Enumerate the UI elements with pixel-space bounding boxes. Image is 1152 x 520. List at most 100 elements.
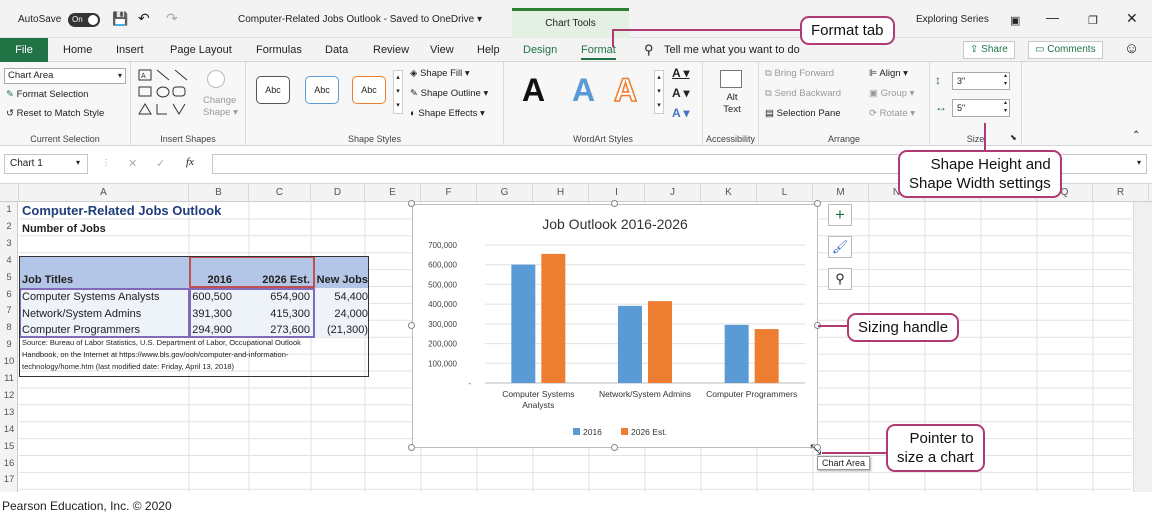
bar-2016-0[interactable] xyxy=(511,264,536,383)
table-cell[interactable]: 600,500 xyxy=(192,291,232,303)
comments-button[interactable]: ▭ Comments xyxy=(1028,41,1103,59)
change-shape-button[interactable]: Change Shape ▾ xyxy=(203,95,238,118)
table-cell[interactable]: 294,900 xyxy=(192,324,232,336)
selection-pane-button[interactable]: ▤ Selection Pane xyxy=(765,108,841,119)
save-icon[interactable]: 💾 xyxy=(112,11,129,26)
spinner-icon[interactable]: ▴ ▾ xyxy=(1003,73,1007,87)
table-cell[interactable]: 24,000 xyxy=(334,307,368,320)
shape-fill-button[interactable]: ◈ Shape Fill ▾ xyxy=(410,68,470,79)
bar-2026-est--2[interactable] xyxy=(754,329,779,383)
legend-entry[interactable]: 2026 Est. xyxy=(631,427,667,437)
smiley-icon[interactable]: ☺ xyxy=(1124,40,1140,57)
row-header[interactable]: 10 xyxy=(3,356,15,368)
column-header[interactable]: K xyxy=(701,184,757,202)
row-header[interactable]: 17 xyxy=(3,474,15,486)
tab-page-layout[interactable]: Page Layout xyxy=(170,44,232,56)
row-header[interactable]: 11 xyxy=(4,373,14,384)
source-note[interactable]: Source: Bureau of Labor Statistics, U.S.… xyxy=(22,338,301,347)
row-header[interactable]: 8 xyxy=(6,322,12,334)
row-header[interactable]: 1 xyxy=(6,204,12,215)
tab-formulas[interactable]: Formulas xyxy=(256,44,302,56)
chart-elements-icon[interactable]: + xyxy=(828,204,852,226)
row-header[interactable]: 3 xyxy=(6,237,12,249)
shape-outline-button[interactable]: ✎ Shape Outline ▾ xyxy=(410,88,488,99)
collapse-ribbon-icon[interactable]: ⌃ xyxy=(1132,130,1141,141)
ribbon-display-icon[interactable]: ▣ xyxy=(1010,15,1021,27)
column-header[interactable]: F xyxy=(421,184,477,202)
wordart-style-1[interactable]: A xyxy=(522,72,546,108)
tab-home[interactable]: Home xyxy=(63,44,93,56)
tab-design[interactable]: Design xyxy=(523,44,558,56)
restore-icon[interactable]: ❐ xyxy=(1088,15,1098,27)
column-header[interactable]: L xyxy=(757,184,813,202)
bring-forward-button[interactable]: ⧉ Bring Forward xyxy=(765,68,834,79)
undo-icon[interactable]: ↶ xyxy=(138,10,150,26)
name-box[interactable]: Chart 1 xyxy=(4,154,88,174)
table-cell[interactable]: 273,600 xyxy=(270,324,310,336)
row-header[interactable]: 14 xyxy=(3,423,15,435)
account-name[interactable]: Exploring Series xyxy=(916,14,989,25)
chart-area[interactable]: Job Outlook 2016-2026 - 100,000 200,000 300,… xyxy=(412,204,818,448)
shape-width-input[interactable]: 5" ▴ ▾ xyxy=(952,99,1010,117)
shape-effects-button[interactable]: ◐ Shape Effects ▾ xyxy=(410,108,485,119)
table-cell[interactable]: Computer Programmers xyxy=(22,324,140,336)
legend-entry[interactable]: 2016 xyxy=(583,427,602,437)
column-header[interactable]: C xyxy=(249,184,311,202)
formula-input[interactable] xyxy=(212,154,1147,174)
table-cell[interactable]: Network/System Admins xyxy=(22,307,142,320)
format-selection-button[interactable]: ✎ Format Selection xyxy=(6,89,88,100)
table-cell[interactable]: Computer Systems Analysts xyxy=(22,291,160,303)
table-cell[interactable]: 54,400 xyxy=(334,291,368,303)
bar-2026-est--1[interactable] xyxy=(648,301,672,383)
column-header[interactable]: R xyxy=(1093,184,1149,202)
table-cell[interactable]: 654,900 xyxy=(270,291,310,303)
tab-review[interactable]: Review xyxy=(373,44,410,56)
column-header[interactable]: H xyxy=(533,184,589,202)
document-title[interactable]: Computer-Related Jobs Outlook - Saved to… xyxy=(238,14,483,25)
header-2026[interactable]: 2026 Est. xyxy=(262,274,310,286)
shape-style-1[interactable]: Abc xyxy=(256,76,290,104)
shapes-gallery[interactable]: A xyxy=(137,68,199,118)
minimize-icon[interactable]: — xyxy=(1046,10,1059,25)
text-fill-icon[interactable]: A ▾ xyxy=(672,66,690,80)
row-header[interactable]: 7 xyxy=(6,305,12,317)
row-header[interactable]: 4 xyxy=(6,254,12,266)
sheet-subtitle[interactable]: Number of Jobs xyxy=(22,223,106,235)
wordart-style-3[interactable]: A xyxy=(613,71,638,109)
chart-title[interactable]: Job Outlook 2016-2026 xyxy=(542,216,688,232)
text-outline-icon[interactable]: A ▾ xyxy=(672,86,690,100)
header-2016[interactable]: 2016 xyxy=(207,274,232,286)
header-new-jobs[interactable]: New Jobs xyxy=(316,274,368,286)
bar-2016-1[interactable] xyxy=(618,305,642,383)
tab-file[interactable]: File xyxy=(0,38,48,62)
align-button[interactable]: ⊫ Align ▾ xyxy=(869,68,908,79)
tab-help[interactable]: Help xyxy=(477,44,500,56)
size-dialog-launcher-icon[interactable]: ⬊ xyxy=(1010,133,1017,142)
vertical-scrollbar[interactable] xyxy=(1133,202,1152,492)
row-header[interactable]: 5 xyxy=(6,271,12,283)
sizing-handle[interactable] xyxy=(408,444,415,451)
chart-styles-icon[interactable]: 🖌 xyxy=(828,236,852,258)
tab-data[interactable]: Data xyxy=(325,44,349,56)
reset-style-button[interactable]: ↺ Reset to Match Style xyxy=(6,108,104,119)
row-header[interactable]: 13 xyxy=(3,406,15,418)
row-header[interactable]: 12 xyxy=(3,389,15,401)
enter-icon[interactable]: ✓ xyxy=(156,158,166,170)
sizing-handle[interactable] xyxy=(408,322,415,329)
rotate-button[interactable]: ⟳ Rotate ▾ xyxy=(869,108,915,119)
sizing-handle[interactable] xyxy=(611,444,618,451)
shape-style-2[interactable]: Abc xyxy=(305,76,339,104)
autosave-toggle[interactable]: On xyxy=(68,13,100,27)
sizing-handle[interactable] xyxy=(814,200,821,207)
close-icon[interactable]: ✕ xyxy=(1126,10,1138,26)
text-effects-icon[interactable]: A ▾ xyxy=(672,106,690,120)
tab-format[interactable]: Format xyxy=(581,44,616,60)
send-backward-button[interactable]: ⧉ Send Backward xyxy=(765,88,841,99)
share-button[interactable]: ⇪ Share xyxy=(963,41,1015,59)
spinner-icon[interactable]: ▴ ▾ xyxy=(1003,100,1007,114)
table-cell[interactable]: 415,300 xyxy=(270,307,310,320)
tell-me-search[interactable]: Tell me what you want to do xyxy=(664,44,800,56)
shape-height-input[interactable]: 3" ▴ ▾ xyxy=(952,72,1010,90)
bar-2016-2[interactable] xyxy=(724,324,749,383)
chart-filters-icon[interactable]: ⚲ xyxy=(828,268,852,290)
